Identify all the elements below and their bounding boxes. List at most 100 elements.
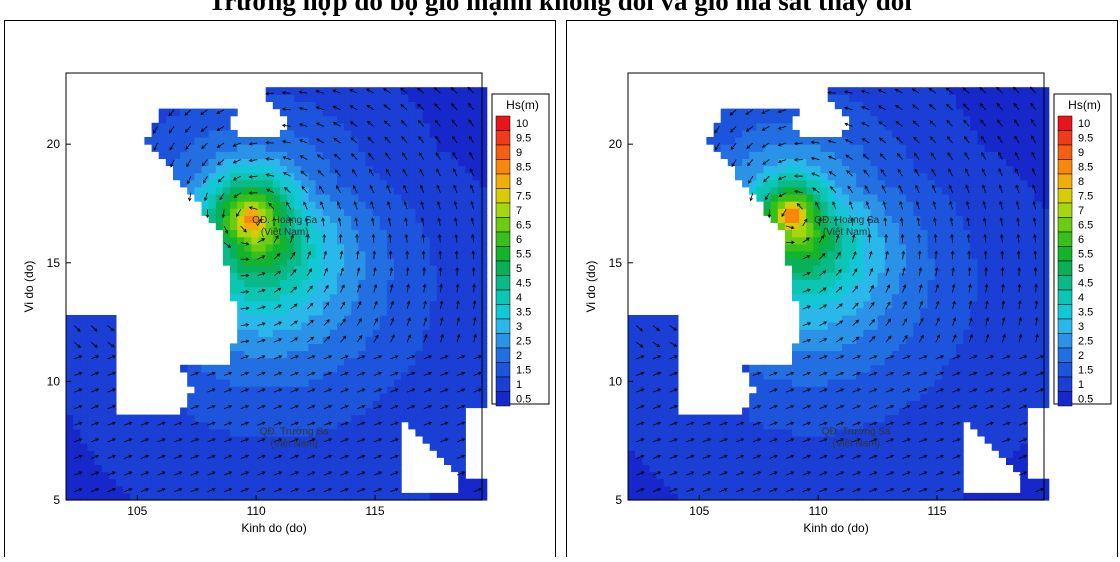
hs-cell — [351, 336, 359, 344]
hs-cell — [373, 415, 381, 423]
hs-cell — [628, 365, 636, 373]
hs-cell — [473, 130, 481, 138]
hs-cell — [458, 116, 466, 124]
hs-cell — [821, 180, 829, 188]
hs-cell — [273, 258, 281, 266]
hs-cell — [756, 408, 764, 416]
hs-cell — [66, 415, 74, 423]
hs-cell — [116, 493, 124, 501]
hs-cell — [835, 87, 843, 95]
hs-cell — [280, 400, 288, 408]
hs-cell — [194, 393, 202, 401]
hs-cell — [266, 493, 274, 501]
hs-cell — [330, 166, 338, 174]
hs-cell — [828, 87, 836, 95]
hs-cell — [273, 137, 281, 145]
hs-cell — [856, 151, 864, 159]
hs-cell — [259, 158, 267, 166]
hs-cell — [309, 144, 317, 152]
hs-cell — [394, 215, 402, 223]
hs-cell — [366, 450, 374, 458]
hs-cell — [821, 464, 829, 472]
hs-cell — [871, 258, 879, 266]
hs-cell — [273, 173, 281, 181]
hs-cell — [785, 144, 793, 152]
hs-cell — [721, 116, 729, 124]
hs-cell — [66, 486, 74, 494]
hs-cell — [835, 201, 843, 209]
hs-cell — [287, 279, 295, 287]
hs-cell — [344, 479, 352, 487]
hs-cell — [821, 408, 829, 416]
hs-cell — [813, 429, 821, 437]
hs-cell — [892, 173, 900, 181]
hs-cell — [301, 379, 309, 387]
hs-cell — [280, 301, 288, 309]
hs-cell — [380, 393, 388, 401]
hs-cell — [892, 258, 900, 266]
hs-cell — [266, 173, 274, 181]
hs-cell — [259, 479, 267, 487]
hs-cell — [301, 244, 309, 252]
hs-cell — [465, 109, 473, 117]
hs-cell — [273, 358, 281, 366]
hs-cell — [237, 294, 245, 302]
hs-cell — [344, 358, 352, 366]
hs-cell — [180, 450, 188, 458]
hs-cell — [649, 315, 657, 323]
hs-cell — [316, 386, 324, 394]
hs-cell — [259, 315, 267, 323]
hs-cell — [287, 386, 295, 394]
hs-cell — [806, 358, 814, 366]
hs-cell — [778, 180, 786, 188]
hs-cell — [813, 400, 821, 408]
hs-cell — [351, 422, 359, 430]
hs-cell — [251, 272, 259, 280]
hs-cell — [899, 429, 907, 437]
hs-cell — [202, 151, 210, 159]
hs-cell — [473, 87, 481, 95]
hs-cell — [301, 450, 309, 458]
hs-cell — [628, 343, 636, 351]
hs-cell — [144, 415, 152, 423]
hs-cell — [366, 408, 374, 416]
hs-cell — [380, 464, 388, 472]
hs-cell — [473, 173, 481, 181]
hs-cell — [742, 166, 750, 174]
hs-cell — [187, 166, 195, 174]
hs-cell — [244, 265, 252, 273]
hs-cell — [437, 116, 445, 124]
hs-cell — [73, 429, 81, 437]
hs-cell — [778, 151, 786, 159]
hs-cell — [351, 94, 359, 102]
hs-cell — [473, 194, 481, 202]
hs-cell — [273, 144, 281, 152]
legend-level-label: 8 — [516, 176, 522, 188]
hs-cell — [387, 351, 395, 359]
hs-cell — [180, 464, 188, 472]
hs-cell — [73, 379, 81, 387]
hs-cell — [444, 450, 452, 458]
hs-cell — [223, 144, 231, 152]
hs-cell — [194, 180, 202, 188]
hs-cell — [209, 158, 217, 166]
hs-cell — [785, 237, 793, 245]
hs-cell — [465, 294, 473, 302]
hs-cell — [451, 450, 459, 458]
hs-cell — [885, 166, 893, 174]
hs-cell — [344, 187, 352, 195]
hs-cell — [714, 486, 722, 494]
hs-cell — [80, 400, 88, 408]
hs-cell — [764, 486, 772, 494]
hs-cell — [785, 493, 793, 501]
hs-cell — [180, 151, 188, 159]
hs-cell — [216, 457, 224, 465]
hs-cell — [187, 436, 195, 444]
hs-cell — [323, 130, 331, 138]
hs-cell — [230, 137, 238, 145]
hs-cell — [892, 208, 900, 216]
legend-swatch — [496, 247, 510, 262]
hs-cell — [451, 422, 459, 430]
hs-cell — [842, 315, 850, 323]
hs-cell — [358, 294, 366, 302]
